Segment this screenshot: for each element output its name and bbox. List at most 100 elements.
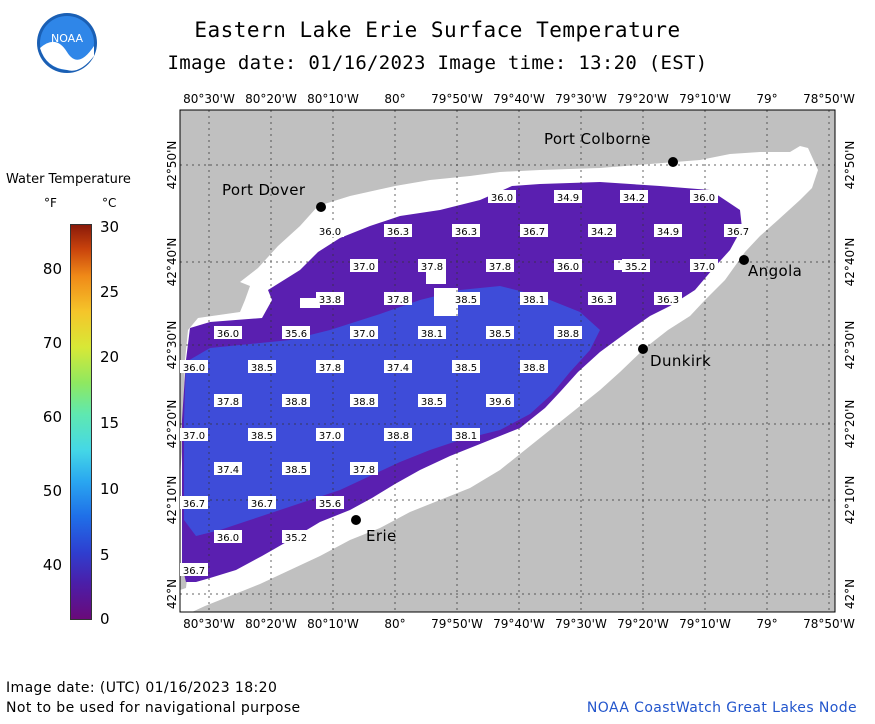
- temp-label: 38.8: [387, 431, 409, 442]
- legend-title: Water Temperature: [6, 172, 131, 187]
- map-title: Eastern Lake Erie Surface Temperature: [194, 18, 681, 42]
- temp-label-box: [214, 326, 242, 339]
- latitude-label: 42°N: [165, 578, 179, 610]
- temp-label: 38.5: [455, 363, 477, 374]
- latitude-label: 42°40'N: [165, 237, 179, 287]
- temp-label: 38.1: [421, 329, 443, 340]
- footer-disclaimer: Not to be used for navigational purpose: [6, 700, 301, 716]
- graticule: [180, 110, 835, 612]
- temp-label-box: [350, 259, 378, 272]
- longitude-label: 79°40'W: [493, 92, 545, 106]
- temp-label: 38.5: [455, 295, 477, 306]
- temp-label: 37.0: [353, 262, 375, 273]
- longitude-label: 79°50'W: [431, 92, 483, 106]
- temp-label: 37.4: [217, 465, 239, 476]
- longitude-label: 79°10'W: [679, 92, 731, 106]
- temp-label-box: [180, 563, 208, 576]
- temp-label: 36.7: [523, 227, 545, 238]
- legend-tick-f: 40: [42, 556, 62, 574]
- city-label: Port Dover: [222, 181, 306, 199]
- longitude-label: 79°20'W: [617, 617, 669, 631]
- temp-label: 38.5: [251, 431, 273, 442]
- temp-label: 38.8: [285, 397, 307, 408]
- temp-label-box: [384, 428, 412, 441]
- temp-label: 37.0: [183, 431, 205, 442]
- longitude-label: 79°30'W: [555, 617, 607, 631]
- temp-label: 37.0: [319, 431, 341, 442]
- temp-label: 35.2: [625, 262, 647, 273]
- longitude-label: 80°30'W: [183, 617, 235, 631]
- longitude-label: 80°10'W: [307, 617, 359, 631]
- temp-label: 38.1: [455, 431, 477, 442]
- temp-label: 38.5: [489, 329, 511, 340]
- temp-label-box: [282, 326, 310, 339]
- latitude-label: 42°20'N: [165, 399, 179, 449]
- temp-label: 37.8: [353, 465, 375, 476]
- latitude-label: 42°50'N: [165, 140, 179, 190]
- temp-label: 36.3: [591, 295, 613, 306]
- latitude-label: 42°30'N: [843, 320, 857, 370]
- legend-tick-c: 0: [100, 610, 110, 628]
- temperature-colorbar: [70, 224, 92, 620]
- temp-label-box: [690, 259, 718, 272]
- temp-label: 38.5: [421, 397, 443, 408]
- temp-label-box: [248, 428, 276, 441]
- latitude-label: 42°30'N: [165, 320, 179, 370]
- city-dot: [638, 344, 648, 354]
- temp-label: 37.0: [353, 329, 375, 340]
- temp-label-box: [554, 259, 582, 272]
- legend-tick-f: 70: [42, 334, 62, 352]
- longitude-label: 78°50'W: [803, 617, 855, 631]
- temp-label-box: [588, 224, 616, 237]
- temp-label-box: [486, 394, 514, 407]
- temp-label: 34.2: [591, 227, 613, 238]
- temp-label: 36.3: [387, 227, 409, 238]
- latitude-label: 42°10'N: [843, 475, 857, 525]
- latitude-label: 42°50'N: [843, 140, 857, 190]
- legend-tick-f: 60: [42, 408, 62, 426]
- temp-label-box: [554, 326, 582, 339]
- latitude-label: 42°N: [843, 578, 857, 610]
- temp-label-box: [690, 190, 718, 203]
- temp-label-box: [452, 224, 480, 237]
- longitude-label: 80°20'W: [245, 92, 297, 106]
- temp-label-box: [282, 462, 310, 475]
- temp-label-box: [724, 224, 752, 237]
- temp-label-box: [384, 360, 412, 373]
- temp-label-box: [384, 292, 412, 305]
- temp-label: 36.0: [557, 262, 579, 273]
- temp-label-box: [248, 496, 276, 509]
- city-markers: Port Colborne Port Dover Angola Dunkirk Erie: [222, 130, 802, 545]
- temp-label-box: [248, 360, 276, 373]
- legend-tick-c: 15: [100, 414, 120, 432]
- temp-label-box: [452, 292, 480, 305]
- temp-label-box: [486, 326, 514, 339]
- temp-label: 35.2: [285, 533, 307, 544]
- temp-label-box: [588, 292, 616, 305]
- temp-label-box: [520, 224, 548, 237]
- temp-label: 37.8: [217, 397, 239, 408]
- map-subtitle: Image date: 01/16/2023 Image time: 13:20…: [167, 52, 708, 74]
- temp-label: 34.2: [623, 193, 645, 204]
- temp-label-box: [350, 326, 378, 339]
- legend-tick-f: 80: [42, 260, 62, 278]
- temp-label-box: [654, 292, 682, 305]
- latitude-label: 42°10'N: [165, 475, 179, 525]
- temperature-labels: 36.0 34.9 34.2 36.0 36.0 36.3 36.3 36.7 34.2 34.9…: [180, 190, 752, 577]
- longitude-label: 80°10'W: [307, 92, 359, 106]
- temp-label-box: [316, 224, 344, 237]
- temp-label: 34.9: [557, 193, 579, 204]
- longitude-label: 79°10'W: [679, 617, 731, 631]
- temp-label: 36.0: [217, 533, 239, 544]
- temp-label-box: [214, 394, 242, 407]
- longitude-label: 80°20'W: [245, 617, 297, 631]
- temp-label: 36.0: [217, 329, 239, 340]
- city-dot: [351, 515, 361, 525]
- temp-label: 36.7: [183, 566, 205, 577]
- temp-label: 37.8: [319, 363, 341, 374]
- temp-label-box: [622, 259, 650, 272]
- temp-label: 38.5: [251, 363, 273, 374]
- temp-label-box: [488, 190, 516, 203]
- temp-label: 35.6: [319, 499, 341, 510]
